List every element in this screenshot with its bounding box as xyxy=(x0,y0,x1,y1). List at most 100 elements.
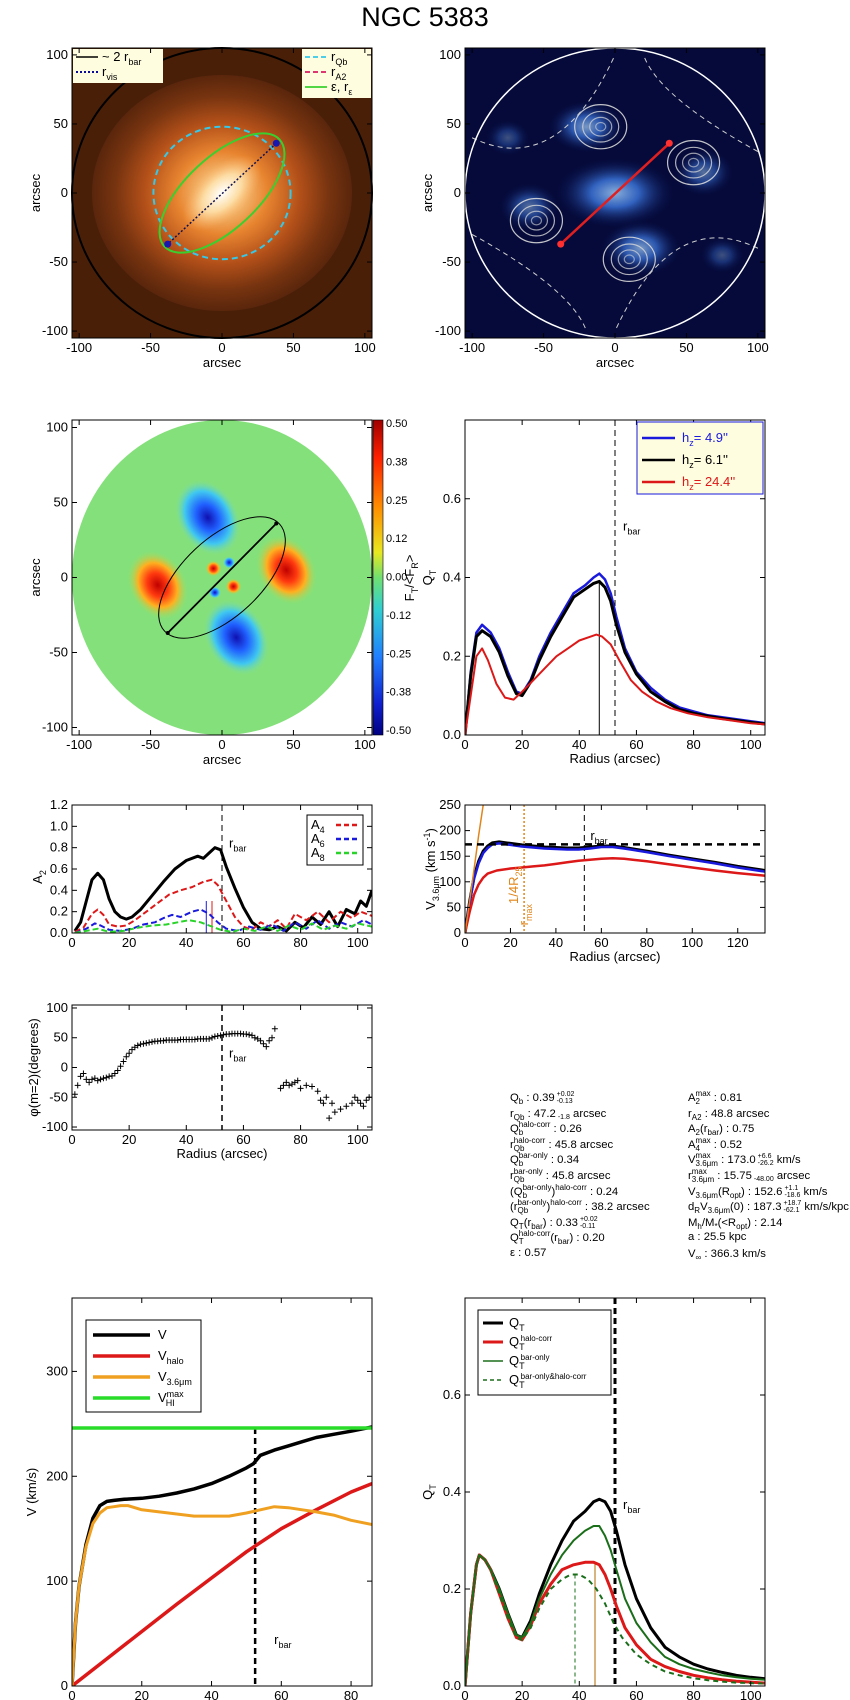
parameter-sub: b xyxy=(518,1159,524,1169)
parameter-text: Q xyxy=(510,1232,519,1245)
parameter-script: max 2 xyxy=(696,1090,711,1106)
parameter-sup: halo-corr xyxy=(513,1135,546,1145)
colorbar-ramp xyxy=(372,419,384,736)
force-contour xyxy=(623,254,635,265)
label-part: bar xyxy=(233,1054,246,1064)
x-tick-label: 0 xyxy=(68,1688,75,1700)
label-part: F xyxy=(402,593,417,601)
x-tick-label: 0 xyxy=(461,737,468,752)
force-contour xyxy=(574,104,628,150)
legend-label: hz= 24.4'' xyxy=(682,474,735,492)
parameter-sup: bar-only xyxy=(518,1151,548,1161)
parameter-text: : 366.3 km/s xyxy=(701,1247,766,1260)
parameter-text: r xyxy=(510,1107,514,1120)
label-part: Q xyxy=(509,1372,519,1387)
colorbar-tick-label: 0.38 xyxy=(386,456,407,468)
phase-point xyxy=(149,1038,155,1045)
parameter-script: b xyxy=(519,1090,523,1106)
y-tick-label: 200 xyxy=(46,1468,68,1483)
y-tick-label: 50 xyxy=(54,495,68,510)
label-part: bar xyxy=(595,836,608,846)
y-axis-label: V3.6μm (km s-1) xyxy=(422,828,441,910)
x-tick-label: 40 xyxy=(572,737,586,752)
parameter-script: max 3.6μm xyxy=(691,1166,714,1184)
y-axis-label: φ(m=2)(degrees) xyxy=(26,1018,41,1116)
parameter-text: : 0.57 xyxy=(515,1246,547,1259)
parameter-sub: opt xyxy=(736,1221,748,1231)
colorbar-tick-label: 0.50 xyxy=(386,418,407,430)
y-tick-label: 0.8 xyxy=(50,840,68,855)
parameter-sup: halo-corr xyxy=(518,1120,551,1130)
parameter-script: bar-only b xyxy=(522,1182,552,1200)
phase-point xyxy=(257,1037,264,1044)
parameter-script: * xyxy=(714,1215,717,1231)
error-up: +0.02 xyxy=(556,1091,575,1098)
label-part: halo xyxy=(167,1356,184,1366)
parameter-text: V xyxy=(700,1201,708,1214)
force-contour xyxy=(595,121,607,132)
label-part: T xyxy=(410,587,420,593)
y-axis-label: QT xyxy=(420,1484,438,1500)
parameter-script: halo-corr b xyxy=(519,1121,551,1137)
parameter-script: A2 xyxy=(692,1106,702,1122)
x-tick-label: -100 xyxy=(66,737,92,752)
parameter-sub: opt xyxy=(729,1190,741,1200)
y-axis-label: A2 xyxy=(30,870,48,884)
y-tick-label: 250 xyxy=(439,797,461,812)
y-tick-label: 0 xyxy=(61,1060,68,1075)
parameter-sub: 3.6μm xyxy=(707,1206,731,1216)
parameter-text: A xyxy=(688,1138,696,1151)
label-part: T xyxy=(428,1484,438,1490)
phase-point xyxy=(103,1074,110,1081)
label-part: r xyxy=(331,64,336,79)
parameter-sup: max xyxy=(691,1166,707,1176)
parameter-text: : 0.34 xyxy=(547,1154,580,1167)
label-part: h xyxy=(682,474,689,489)
label-part: T xyxy=(519,1342,525,1352)
y-tick-label: 200 xyxy=(439,823,461,838)
y-axis-label: arcsec xyxy=(420,173,435,212)
label-part: 3.6μm xyxy=(431,876,441,901)
series-mid xyxy=(465,842,765,933)
parameter-line: r A2 : 48.8 arcsec xyxy=(688,1106,849,1122)
legend-label: rvis xyxy=(102,64,118,82)
parameter-sub: T xyxy=(518,1221,524,1231)
error-up: +18.7 xyxy=(783,1200,802,1208)
parameter-line: (Q bar-only b) halo-corr : 0.24 xyxy=(510,1182,650,1200)
legend-qtcorr: QTQThalo-corrQTbar-onlyQTbar-only&halo-c… xyxy=(477,1309,612,1396)
y-tick-label: -100 xyxy=(435,323,461,338)
phase-point xyxy=(217,1032,224,1039)
legend-label: V3.6μm xyxy=(158,1369,192,1387)
phase-point xyxy=(111,1070,118,1077)
parameter-text: M xyxy=(688,1216,698,1229)
parameter-line: Q T (r bar) : 0.33 +0.02 -0.11 xyxy=(510,1215,650,1231)
parameter-text: ) : 0.20 xyxy=(569,1232,605,1245)
emission-blob xyxy=(600,220,681,277)
parameter-sub: bar xyxy=(557,1237,570,1247)
parameter-line: r Qb : 47.2 -1.8 arcsec xyxy=(510,1106,650,1122)
series-rise xyxy=(465,805,484,933)
x-tick-label: 100 xyxy=(740,737,762,752)
parameter-text: r xyxy=(688,1107,692,1120)
x-tick-label: 100 xyxy=(354,737,376,752)
parameter-script: h xyxy=(697,1215,701,1231)
parameter-text: ) : 0.33 xyxy=(542,1216,578,1229)
x-tick-label: 60 xyxy=(274,1688,288,1700)
label-part: bar xyxy=(627,1505,640,1515)
parameter-sup: halo-corr xyxy=(550,1198,582,1208)
series-v xyxy=(72,1425,372,1686)
y-tick-label: -50 xyxy=(49,1089,68,1104)
parameter-text: : 25.5 kpc xyxy=(694,1231,747,1244)
error-down: -26.2 xyxy=(757,1160,774,1168)
error-up: +6.6 xyxy=(757,1153,772,1161)
zero-contour xyxy=(614,237,759,332)
parameter-text: (r xyxy=(523,1216,532,1229)
phase-point xyxy=(271,1025,278,1032)
force-contour xyxy=(617,249,641,270)
force-contour xyxy=(674,146,713,179)
phase-point xyxy=(314,1088,321,1095)
bar-axis-line xyxy=(167,142,277,245)
parameter-sup: bar-only xyxy=(522,1182,552,1192)
x-tick-label: 100 xyxy=(681,935,703,950)
